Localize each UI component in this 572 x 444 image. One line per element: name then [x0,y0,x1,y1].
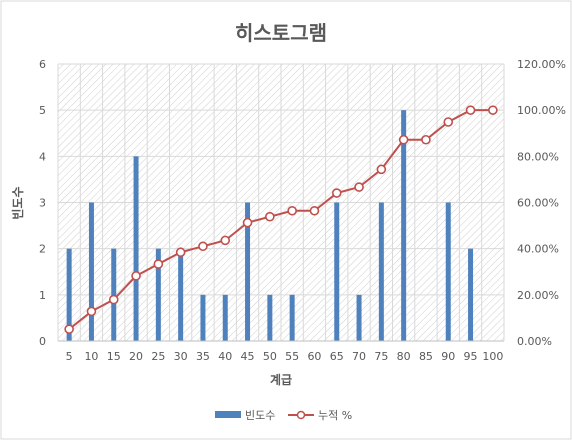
bars-layer [66,110,474,342]
x-tick-label: 20 [129,350,143,363]
histogram-bar [178,248,184,341]
x-tick-label: 60 [307,350,321,363]
legend-marker-cum [296,410,306,420]
cumulative-point [331,188,342,198]
histogram-bar [445,202,451,341]
histogram-bar [200,294,206,341]
histogram-bar [289,294,295,341]
x-tick-label: 90 [441,350,455,363]
x-tick-label: 75 [374,350,388,363]
histogram-bar [66,248,72,341]
y2-tick-label: 100.00% [517,104,566,117]
histogram-bar [88,202,94,341]
y2-tick-label: 20.00% [517,289,559,302]
cumulative-point [198,241,208,252]
cumulative-point [108,294,119,305]
legend-label-cum: 누적 % [318,409,352,422]
axes-layer: 01234560.00%20.00%40.00%60.00%80.00%100.… [39,58,566,363]
cumulative-point [421,134,431,145]
y2-tick-label: 40.00% [517,243,559,256]
histogram-bar [267,294,273,341]
histogram-bar [401,110,407,342]
cumulative-point [443,117,454,127]
cumulative-point [64,324,74,334]
cumulative-point [354,182,364,192]
y2-tick-label: 80.00% [517,150,559,163]
x-tick-label: 80 [397,350,411,363]
legend-swatch-freq [215,411,241,418]
y-tick-label: 1 [39,289,46,302]
cumulative-point [465,105,476,115]
cumulative-point [86,306,97,317]
histogram-bar [133,156,139,341]
x-tick-label: 35 [196,350,210,363]
x-tick-label: 85 [419,350,433,363]
x-tick-label: 25 [151,350,165,363]
chart-title: 히스토그램 [235,21,327,45]
x-tick-label: 45 [241,350,255,363]
y-tick-label: 0 [39,335,46,348]
x-tick-label: 15 [107,350,121,363]
x-tick-label: 55 [285,350,299,363]
y-tick-label: 4 [39,150,46,163]
x-tick-label: 10 [84,350,98,363]
cumulative-point [153,259,164,269]
cumulative-point [287,205,297,216]
cumulative-point [398,134,409,145]
y-tick-label: 2 [39,243,46,256]
legend: 빈도수 누적 % [215,409,352,422]
grid-layer [57,63,505,342]
cumulative-point [220,235,231,246]
y-tick-label: 5 [39,104,46,117]
x-tick-label: 100 [482,350,503,363]
y2-tick-label: 0.00% [517,335,552,348]
y-axis-label: 빈도수 [10,186,25,219]
y-tick-label: 6 [39,58,46,71]
histogram-bar [334,202,340,341]
cumulative-point [242,217,253,228]
y-tick-label: 3 [39,197,46,210]
cumulative-point [175,247,186,258]
cumulative-point [376,164,387,175]
x-axis-label: 계급 [270,372,292,387]
x-tick-label: 50 [263,350,277,363]
histogram-bar [378,202,384,341]
histogram-bar [245,202,251,341]
y2-tick-label: 60.00% [517,197,559,210]
x-tick-label: 40 [218,350,232,363]
x-tick-label: 95 [464,350,478,363]
cumulative-point [309,205,320,216]
cumulative-point [131,271,141,281]
histogram-bar [468,248,474,341]
histogram-bar [222,294,228,341]
x-tick-label: 5 [66,350,73,363]
x-tick-label: 30 [174,350,188,363]
histogram-bar [356,294,362,341]
histogram-bar [155,248,161,341]
line-layer [64,105,498,334]
legend-label-freq: 빈도수 [245,409,275,422]
x-tick-label: 65 [330,350,344,363]
cumulative-point [488,105,498,115]
cumulative-point [265,211,275,222]
x-tick-label: 70 [352,350,366,363]
y2-tick-label: 120.00% [517,58,566,71]
